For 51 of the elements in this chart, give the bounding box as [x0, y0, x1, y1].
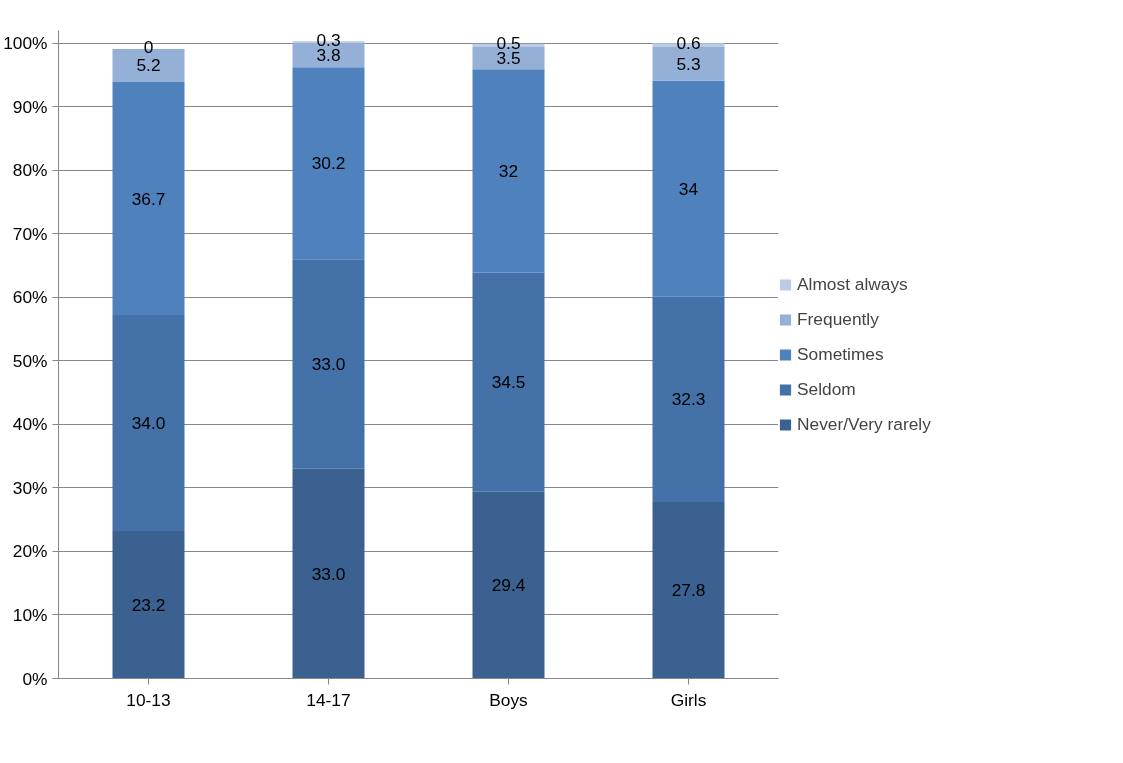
x-tick-label: 14-17 [306, 689, 351, 710]
data-label: 0 [143, 36, 154, 57]
legend-label: Sometimes [797, 343, 884, 365]
y-tick-label: 30% [12, 477, 48, 498]
data-label: 34 [678, 178, 699, 199]
legend-label: Seldom [797, 378, 856, 400]
data-label: 5.3 [676, 53, 701, 74]
x-tick-label: Boys [489, 689, 529, 710]
bar [652, 47, 725, 81]
x-tick-label: 10-13 [126, 689, 171, 710]
y-tick-label: 100% [3, 33, 48, 54]
data-label: 3.8 [316, 45, 341, 66]
y-tick-label: 90% [12, 96, 48, 117]
bar [472, 69, 545, 273]
data-label: 32.3 [671, 389, 706, 410]
data-label: 29.4 [491, 575, 526, 596]
bar [652, 501, 725, 679]
bar [112, 315, 185, 532]
x-tick-label: Girls [670, 689, 707, 710]
bar [652, 80, 725, 297]
y-tick-label: 0% [22, 668, 48, 689]
data-label: 0.6 [676, 33, 701, 54]
y-tick-label: 20% [12, 541, 48, 562]
y-tick-label: 10% [12, 604, 48, 625]
data-label: 34.5 [491, 372, 526, 393]
data-label: 33.0 [311, 563, 346, 584]
data-label: 30.2 [311, 153, 346, 174]
bar [652, 296, 725, 502]
bar [292, 259, 365, 469]
legend-label: Almost always [797, 273, 908, 295]
bar [472, 272, 545, 492]
bar [292, 67, 365, 260]
legend-label: Frequently [797, 308, 879, 330]
data-label: 23.2 [131, 594, 166, 615]
legend-label: Never/Very rarely [797, 413, 931, 435]
data-label: 27.8 [671, 580, 706, 601]
bar [112, 81, 185, 316]
y-tick-label: 40% [12, 414, 48, 435]
data-label: 33.0 [311, 354, 346, 375]
data-label: 5.2 [136, 55, 161, 76]
bar [472, 491, 545, 679]
y-tick-label: 50% [12, 350, 48, 371]
data-label: 3.5 [496, 48, 521, 69]
data-label: 34.0 [131, 413, 166, 434]
y-tick-label: 80% [12, 160, 48, 181]
bar [292, 468, 365, 679]
y-tick-label: 60% [12, 287, 48, 308]
y-tick-label: 70% [12, 223, 48, 244]
data-label: 36.7 [131, 188, 166, 209]
data-label: 32 [498, 160, 519, 181]
bar [112, 531, 185, 679]
